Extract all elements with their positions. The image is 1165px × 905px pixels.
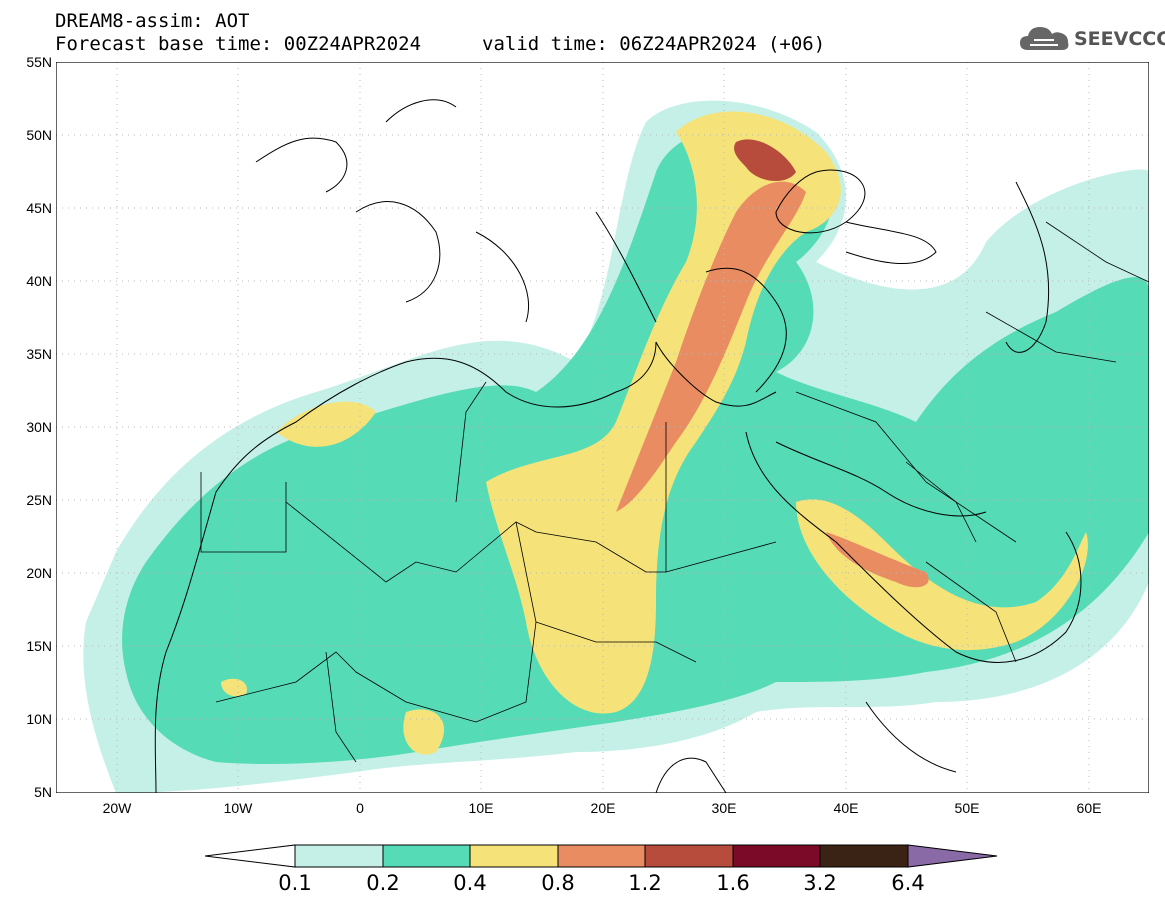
colorbar-swatch-4: [557, 844, 646, 868]
graticule: [56, 62, 1149, 793]
lat-label: 25N: [26, 492, 52, 508]
colorbar-label: 1.2: [628, 871, 662, 895]
lat-label: 5N: [34, 784, 52, 800]
lon-label: 60E: [1076, 800, 1102, 816]
lat-label: 10N: [26, 711, 52, 727]
borders: [200, 221, 1149, 763]
colorbar-swatch-2: [382, 844, 471, 868]
colorbar-label: 6.4: [891, 871, 925, 895]
lon-label: 10W: [223, 800, 253, 816]
valid-time: valid time: 06Z24APR2024 (+06): [482, 33, 826, 55]
colorbar-swatch-5: [644, 844, 734, 868]
seevccc-logo: SEEVCCC: [1018, 22, 1165, 56]
lon-label: 20E: [590, 800, 616, 816]
lat-label: 45N: [26, 200, 52, 216]
lon-label: 30E: [711, 800, 737, 816]
colorbar-swatch-1: [294, 844, 384, 868]
colorbar-label: 1.6: [716, 871, 750, 895]
colorbar-label: 3.2: [803, 871, 837, 895]
aot-field: [83, 100, 1149, 793]
lon-label: 50E: [954, 800, 980, 816]
lon-label: 0: [356, 800, 364, 816]
colorbar-label: 0.2: [366, 871, 400, 895]
lat-label: 40N: [26, 273, 52, 289]
lat-label: 30N: [26, 419, 52, 435]
aot-map: [56, 62, 1149, 793]
lat-label: 15N: [26, 638, 52, 654]
lat-label: 20N: [26, 565, 52, 581]
colorbar-label: 0.1: [278, 871, 312, 895]
colorbar-swatch-0: [205, 844, 296, 868]
colorbar-swatch-8: [907, 844, 998, 868]
cloud-icon: [1020, 27, 1069, 50]
lon-label: 20W: [102, 800, 132, 816]
colorbar-swatch-7: [819, 844, 909, 868]
colorbar-label: 0.8: [541, 871, 575, 895]
colorbar-swatch-6: [732, 844, 821, 868]
forecast-base-time: Forecast base time: 00Z24APR2024: [55, 33, 422, 55]
lat-label: 50N: [26, 127, 52, 143]
map-title: DREAM8-assim: AOT: [55, 10, 250, 32]
coastlines: [154, 99, 1082, 793]
lat-label: 55N: [26, 54, 52, 70]
lon-label: 40E: [833, 800, 859, 816]
colorbar-label: 0.4: [453, 871, 487, 895]
lon-label: 10E: [468, 800, 494, 816]
lat-label: 35N: [26, 346, 52, 362]
colorbar: [205, 844, 998, 868]
logo-text: SEEVCCC: [1074, 28, 1165, 50]
colorbar-swatch-3: [469, 844, 559, 868]
